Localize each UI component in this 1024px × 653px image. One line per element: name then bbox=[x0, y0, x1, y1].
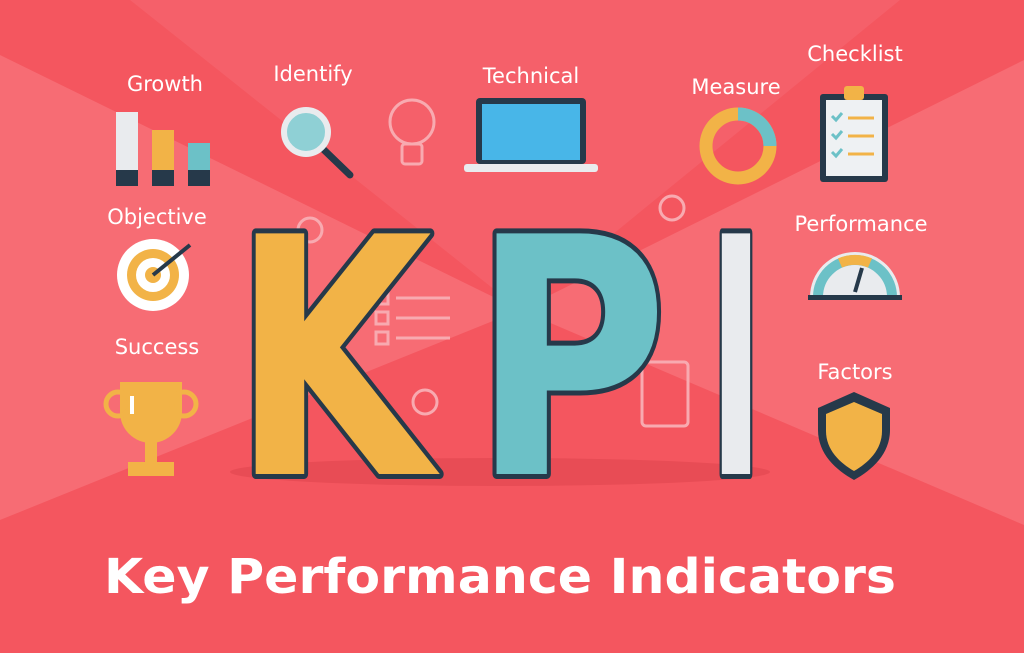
decorations bbox=[296, 194, 690, 428]
factors-icon bbox=[818, 392, 890, 480]
technical-icon bbox=[464, 98, 598, 172]
icon-label: Checklist bbox=[807, 42, 902, 66]
checklist-icon bbox=[820, 86, 888, 182]
performance-icon bbox=[808, 252, 902, 300]
shadow bbox=[230, 458, 770, 486]
icon-label: Measure bbox=[691, 75, 780, 99]
headline-letter: I bbox=[708, 168, 764, 552]
icon-label: Objective bbox=[107, 205, 207, 229]
identify-icon bbox=[281, 107, 354, 179]
icon-label: Success bbox=[115, 335, 200, 359]
headline-letter: P bbox=[472, 168, 668, 552]
icon-label: Performance bbox=[794, 212, 927, 236]
measure-icon bbox=[699, 107, 777, 185]
icon-label: Growth bbox=[127, 72, 203, 96]
headline-letter: K bbox=[232, 168, 442, 552]
page-title: Key Performance Indicators bbox=[104, 549, 896, 605]
icon-label: Identify bbox=[273, 62, 352, 86]
objective-icon bbox=[117, 239, 192, 311]
bulb-icon bbox=[388, 98, 436, 166]
icon-label: Technical bbox=[482, 64, 579, 88]
growth-icon bbox=[116, 112, 210, 186]
icon-label: Factors bbox=[817, 360, 892, 384]
success-icon bbox=[103, 382, 199, 476]
background-wedge bbox=[520, 60, 1024, 525]
